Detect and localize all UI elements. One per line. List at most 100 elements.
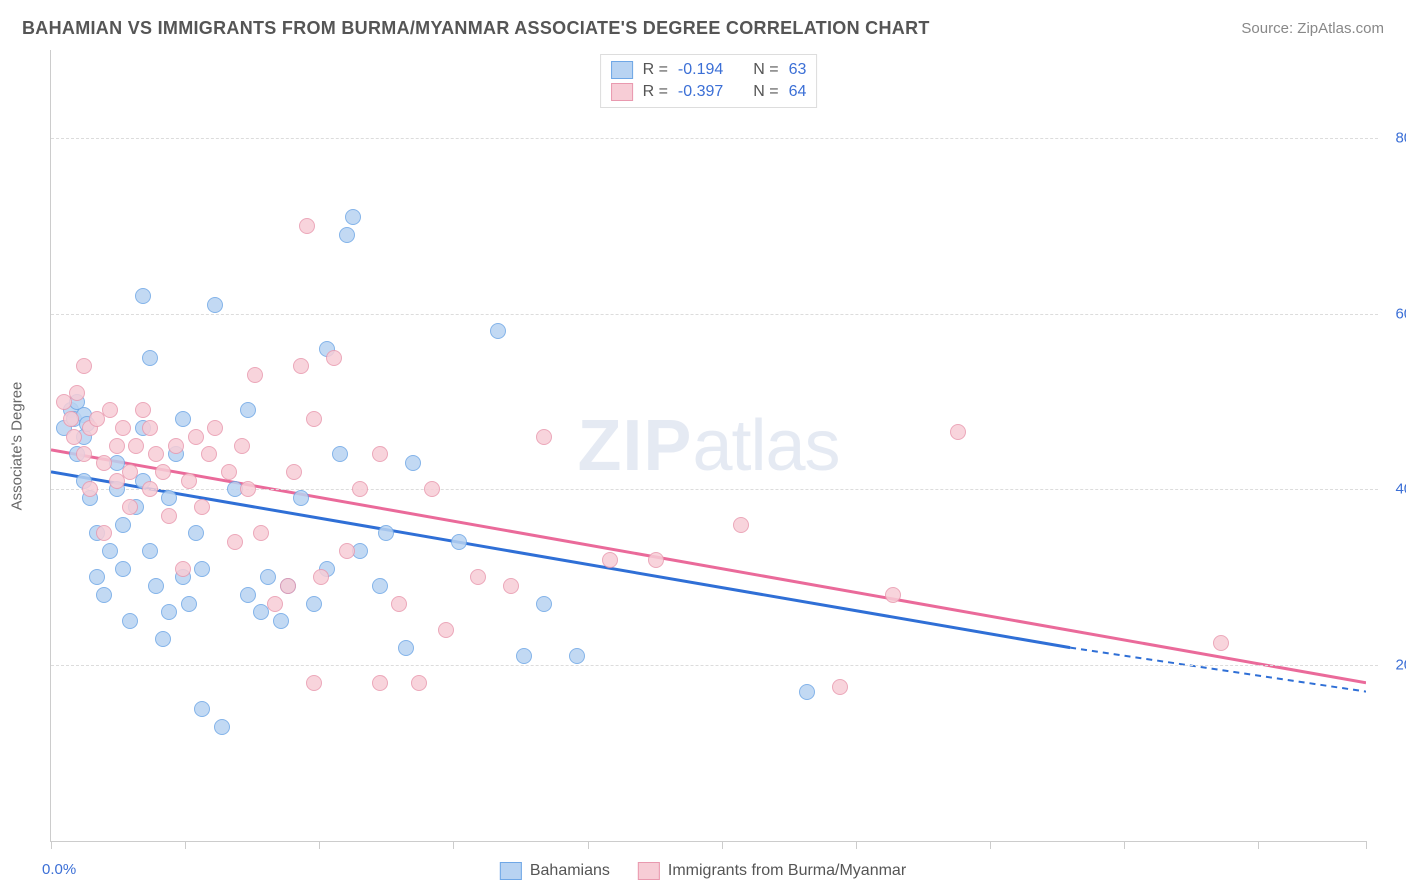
data-point-burma [109,438,125,454]
data-point-burma [234,438,250,454]
legend-n-value: 64 [789,83,807,101]
data-point-burma [470,569,486,585]
data-point-burma [602,552,618,568]
source-link[interactable]: ZipAtlas.com [1297,20,1384,37]
data-point-burma [372,675,388,691]
data-point-burma [339,543,355,559]
data-point-bahamians [273,613,289,629]
data-point-bahamians [194,701,210,717]
data-point-burma [372,446,388,462]
x-tick [1124,841,1125,849]
x-tick [1258,841,1259,849]
x-axis-min-label: 0.0% [42,861,76,878]
data-point-burma [82,481,98,497]
data-point-bahamians [345,209,361,225]
x-tick [722,841,723,849]
data-point-bahamians [161,490,177,506]
legend-r-label: R = [643,83,668,101]
data-point-burma [201,446,217,462]
data-point-bahamians [569,648,585,664]
data-point-burma [148,446,164,462]
gridline [51,314,1378,315]
data-point-bahamians [451,534,467,550]
data-point-bahamians [194,561,210,577]
data-point-burma [96,525,112,541]
data-point-bahamians [142,350,158,366]
data-point-bahamians [293,490,309,506]
gridline [51,138,1378,139]
legend-swatch [611,61,633,79]
legend-item-bahamians: Bahamians [500,862,610,880]
gridline [51,665,1378,666]
data-point-burma [155,464,171,480]
data-point-bahamians [490,323,506,339]
data-point-burma [391,596,407,612]
data-point-burma [306,675,322,691]
data-point-bahamians [115,517,131,533]
watermark: ZIPatlas [577,405,839,487]
data-point-bahamians [175,411,191,427]
data-point-burma [280,578,296,594]
data-point-burma [313,569,329,585]
data-point-bahamians [188,525,204,541]
data-point-burma [66,429,82,445]
legend-r-value: -0.194 [678,61,723,79]
data-point-bahamians [96,587,112,603]
legend-swatch [638,862,660,880]
data-point-burma [142,420,158,436]
data-point-bahamians [102,543,118,559]
data-point-burma [247,367,263,383]
data-point-bahamians [516,648,532,664]
data-point-burma [253,525,269,541]
data-point-burma [885,587,901,603]
data-point-burma [536,429,552,445]
data-point-burma [63,411,79,427]
data-point-bahamians [240,402,256,418]
data-point-bahamians [240,587,256,603]
data-point-burma [299,218,315,234]
legend-r-value: -0.397 [678,83,723,101]
data-point-burma [832,679,848,695]
x-tick [856,841,857,849]
x-tick [51,841,52,849]
y-tick-label: 40.0% [1395,481,1406,498]
data-point-burma [76,358,92,374]
legend-n-label: N = [753,83,778,101]
legend-label: Immigrants from Burma/Myanmar [668,862,906,880]
x-tick [185,841,186,849]
data-point-burma [352,481,368,497]
x-tick [453,841,454,849]
y-tick-label: 20.0% [1395,657,1406,674]
data-point-bahamians [148,578,164,594]
source-prefix: Source: [1241,20,1297,37]
regression-line-dash-bahamians [1070,648,1366,692]
chart-area: Associate's Degree ZIPatlas R =-0.194N =… [50,50,1366,842]
data-point-bahamians [378,525,394,541]
data-point-burma [1213,635,1229,651]
data-point-burma [181,473,197,489]
data-point-bahamians [405,455,421,471]
data-point-burma [175,561,191,577]
y-tick-label: 80.0% [1395,129,1406,146]
data-point-bahamians [142,543,158,559]
data-point-burma [227,534,243,550]
data-point-burma [135,402,151,418]
data-point-burma [96,455,112,471]
x-tick [319,841,320,849]
x-tick [990,841,991,849]
data-point-burma [115,420,131,436]
data-point-burma [122,499,138,515]
data-point-bahamians [536,596,552,612]
chart-title: BAHAMIAN VS IMMIGRANTS FROM BURMA/MYANMA… [22,18,930,39]
legend-n-label: N = [753,61,778,79]
x-tick [588,841,589,849]
data-point-bahamians [135,288,151,304]
data-point-bahamians [799,684,815,700]
data-point-bahamians [161,604,177,620]
data-point-burma [161,508,177,524]
data-point-burma [326,350,342,366]
plot-area: ZIPatlas R =-0.194N =63R =-0.397N =64 20… [50,50,1366,842]
data-point-bahamians [339,227,355,243]
data-point-bahamians [122,613,138,629]
data-point-burma [733,517,749,533]
